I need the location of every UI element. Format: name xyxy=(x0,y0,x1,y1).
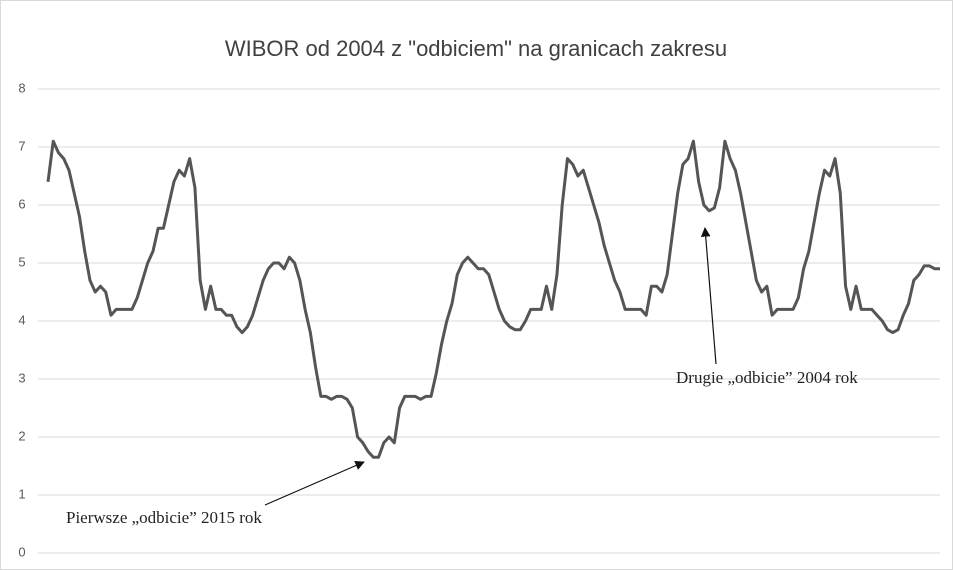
annotation-arrow xyxy=(700,227,717,365)
y-tick-label: 8 xyxy=(18,80,25,95)
chart-title: WIBOR od 2004 z "odbiciem" na granicach … xyxy=(225,36,727,61)
y-tick-label: 5 xyxy=(18,254,25,269)
y-tick-label: 7 xyxy=(18,138,25,153)
annotation: Pierwsze „odbicie” 2015 rok xyxy=(66,508,262,527)
y-tick-label: 3 xyxy=(18,370,25,385)
y-tick-label: 4 xyxy=(18,312,25,327)
y-tick-label: 1 xyxy=(18,486,25,501)
y-tick-label: 6 xyxy=(18,196,25,211)
y-tick-label: 2 xyxy=(18,428,25,443)
annotation: Drugie „odbicie” 2004 rok xyxy=(676,368,858,387)
y-tick-label: 0 xyxy=(18,544,25,559)
data-line xyxy=(46,139,940,459)
annotation-arrow xyxy=(264,461,365,506)
